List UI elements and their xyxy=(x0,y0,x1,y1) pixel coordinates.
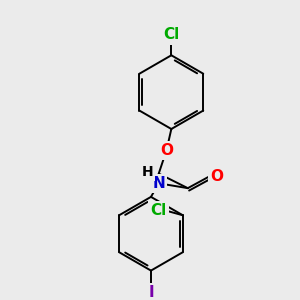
Text: H: H xyxy=(141,165,153,179)
Text: Cl: Cl xyxy=(163,27,179,42)
Text: O: O xyxy=(210,169,224,184)
Text: N: N xyxy=(152,176,165,191)
Text: I: I xyxy=(148,285,154,300)
Text: Cl: Cl xyxy=(151,203,167,218)
Text: O: O xyxy=(160,143,173,158)
